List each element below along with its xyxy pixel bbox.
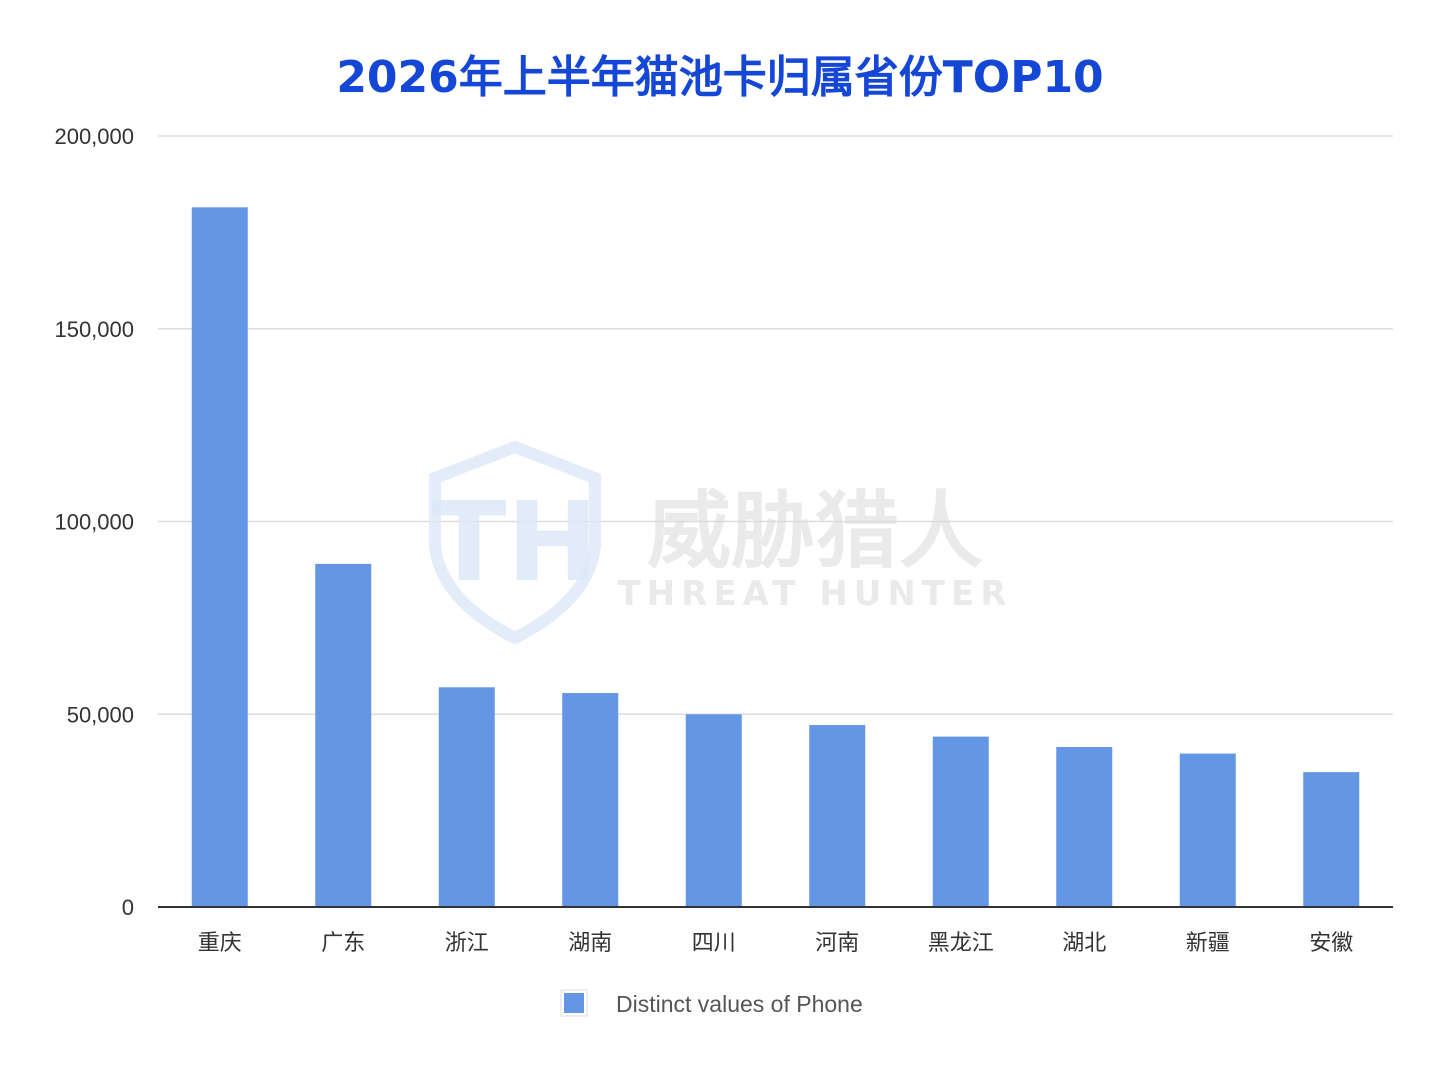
watermark-en-text: THREAT HUNTER (618, 574, 1013, 614)
y-tick-label: 50,000 (67, 702, 134, 727)
y-axis-tick-labels: 0 50,000 100,000 150,000 200,000 (54, 124, 134, 920)
watermark-logo-letters: TH (431, 478, 598, 606)
x-category-label: 重庆 (198, 931, 242, 956)
x-category-label: 四川 (692, 931, 736, 956)
bar (1179, 753, 1236, 907)
bar (562, 693, 619, 907)
x-category-label: 黑龙江 (928, 931, 994, 956)
bar (1303, 772, 1360, 907)
legend-swatch-border (560, 989, 588, 1017)
legend: Distinct values of Phone (560, 989, 863, 1017)
x-category-label: 广东 (321, 931, 365, 956)
x-category-label: 安徽 (1309, 931, 1353, 956)
bar (438, 687, 495, 907)
x-category-label: 新疆 (1186, 931, 1230, 956)
y-tick-label: 0 (122, 895, 134, 920)
bar (932, 736, 989, 907)
y-tick-label: 150,000 (54, 317, 134, 342)
bar (315, 563, 372, 907)
bar (685, 714, 742, 907)
x-category-label: 河南 (815, 931, 859, 956)
y-tick-label: 200,000 (54, 124, 134, 149)
bars (191, 207, 1360, 907)
legend-label: Distinct values of Phone (616, 991, 863, 1017)
bar (191, 207, 248, 907)
x-category-label: 湖南 (568, 931, 612, 956)
threat-hunter-watermark: TH 威胁猎人 THREAT HUNTER (429, 440, 1013, 645)
gridlines (158, 135, 1393, 715)
watermark-cn-text: 威胁猎人 (647, 482, 983, 580)
y-tick-label: 100,000 (54, 510, 134, 535)
x-category-label: 浙江 (445, 931, 489, 956)
chart-title: 2026年上半年猫池卡归属省份TOP10 (336, 52, 1103, 103)
bar (809, 725, 866, 907)
shield-logo-icon (429, 440, 601, 645)
bar (1056, 747, 1113, 907)
x-category-label: 湖北 (1062, 931, 1106, 956)
legend-swatch (562, 991, 586, 1015)
x-axis-category-labels: 重庆 广东 浙江 湖南 四川 河南 黑龙江 湖北 新疆 安徽 (198, 931, 1354, 956)
